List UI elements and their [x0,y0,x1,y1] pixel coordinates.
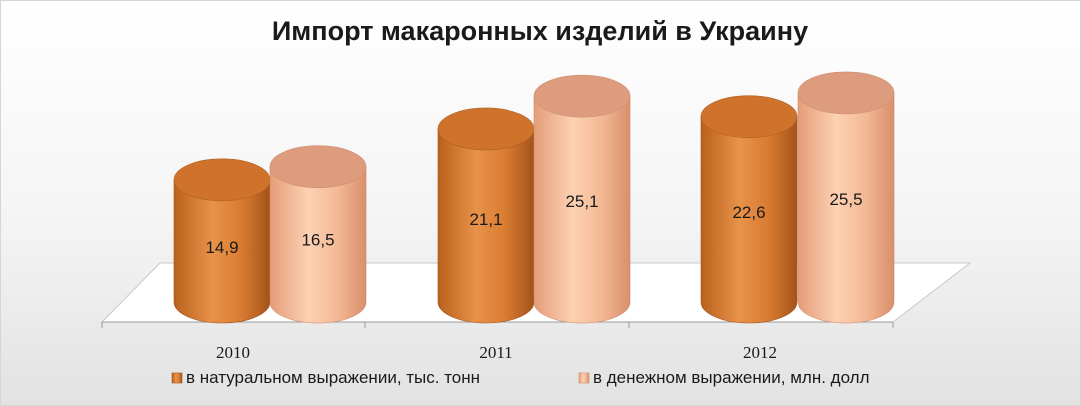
x-tick-label: 2011 [479,343,512,362]
legend-label: в денежном выражении, млн. долл [593,368,870,387]
legend-item-1: в натуральном выражении, тыс. тонн [171,368,480,387]
x-tick-label: 2012 [743,343,777,362]
bar-2011-series-1 [437,107,535,324]
data-label: 22,6 [732,203,765,222]
x-tick-label: 2010 [216,343,250,362]
data-label: 25,5 [829,190,862,209]
data-label: 14,9 [205,238,238,257]
legend-label: в натуральном выражении, тыс. тонн [186,368,480,387]
bar-2012-series-1 [700,95,798,324]
chart-title: Импорт макаронных изделий в Украину [272,16,808,46]
data-label: 16,5 [301,231,334,250]
bar-2012-series-2 [797,71,895,324]
bar-2011-series-2 [533,74,631,324]
legend-swatch [171,372,183,384]
data-label: 21,1 [469,210,502,229]
legend-swatch [578,372,590,384]
bar-2010-series-2 [269,145,367,324]
bar-2010-series-1 [173,158,271,324]
data-label: 25,1 [565,192,598,211]
legend-item-2: в денежном выражении, млн. долл [578,368,870,387]
